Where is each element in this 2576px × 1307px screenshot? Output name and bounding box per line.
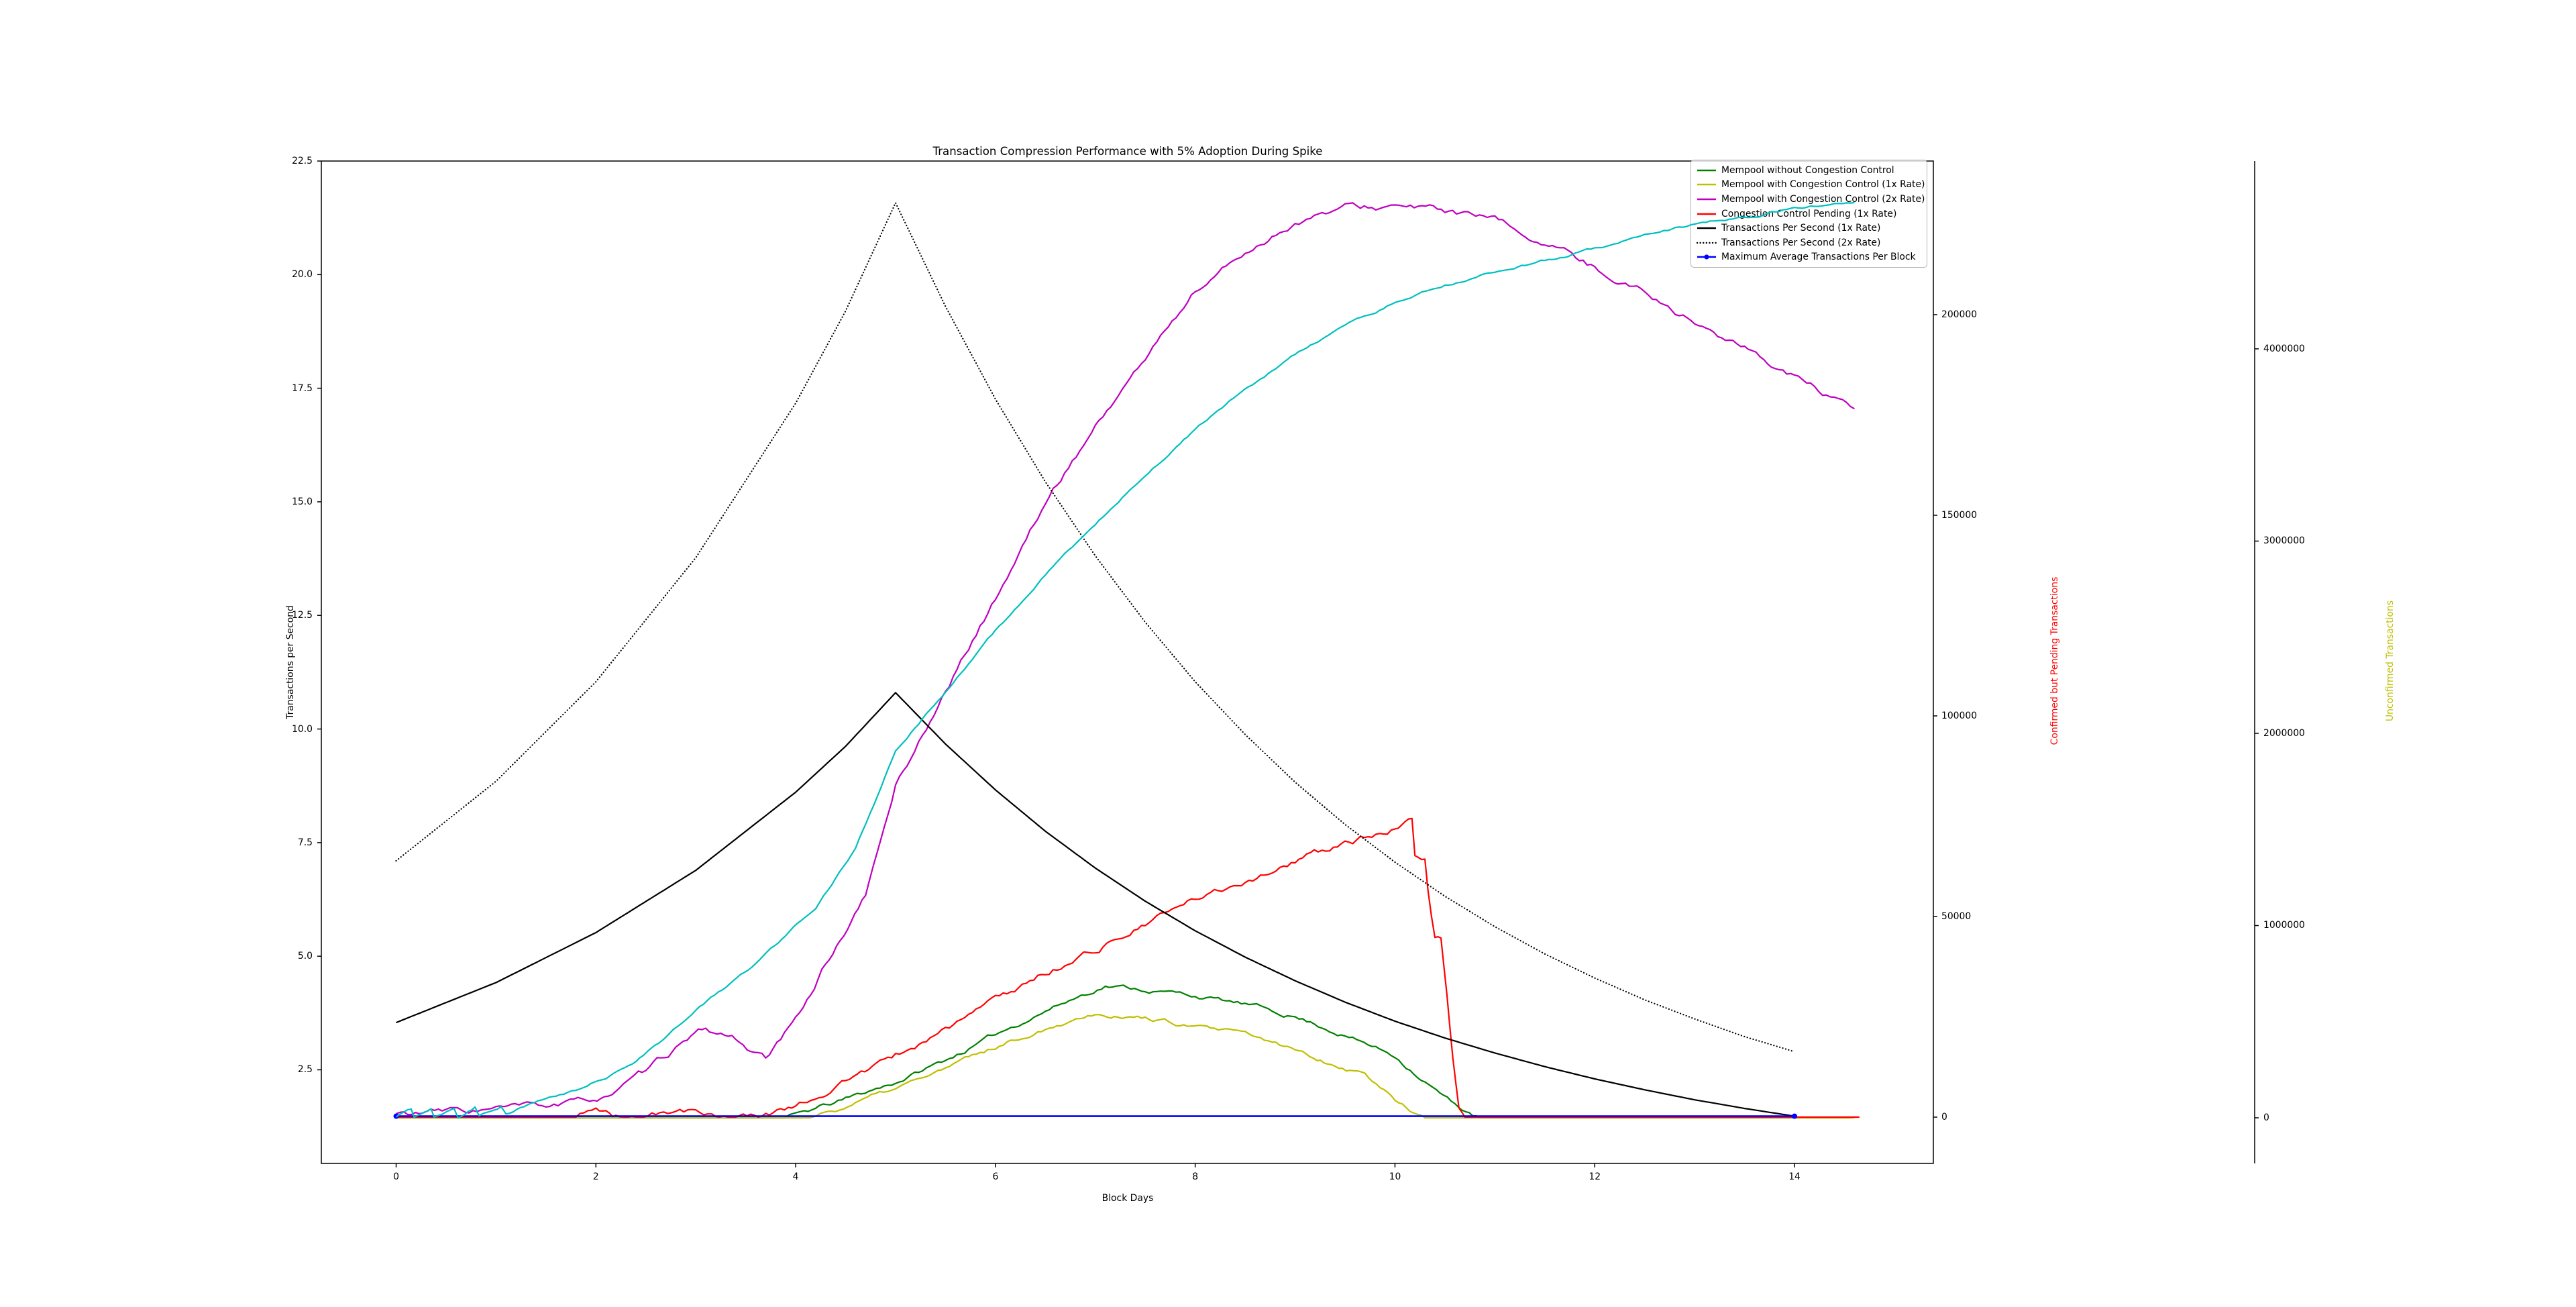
y-left-tick-label: 22.5 — [292, 156, 313, 166]
y-right-pending-tick-label: 0 — [1941, 1112, 1947, 1122]
legend-item-3: Congestion Control Pending (1x Rate) — [1697, 207, 1921, 221]
series-transactions-per-second-1x — [396, 692, 1795, 1117]
series-mempool-with-congestion-control-2x — [396, 202, 1855, 1116]
y-left-tick-label: 15.0 — [292, 496, 313, 507]
legend-line-sample — [1697, 227, 1716, 229]
y-left-tick-label: 5.0 — [297, 951, 313, 962]
y-right-pending-tick-label: 50000 — [1941, 911, 1972, 922]
x-tick-label: 10 — [1389, 1171, 1401, 1182]
y-right-unconfirmed-tick-label: 2000000 — [2263, 727, 2305, 739]
legend-line-sample — [1697, 242, 1717, 244]
series-maximum-average-transactions-per-block-marker — [1792, 1113, 1798, 1119]
legend-item-5: Transactions Per Second (2x Rate) — [1697, 236, 1921, 250]
legend-item-0: Mempool without Congestion Control — [1697, 163, 1921, 178]
legend-item-2: Mempool with Congestion Control (2x Rate… — [1697, 192, 1925, 207]
y-right-unconfirmed-tick-label: 0 — [2263, 1112, 2269, 1123]
legend-item-label: Transactions Per Second (1x Rate) — [1721, 223, 1881, 234]
x-tick-label: 6 — [992, 1171, 999, 1182]
y-right-unconfirmed-tick-label: 3000000 — [2263, 535, 2305, 547]
legend-line-sample — [1697, 184, 1716, 186]
legend-line-sample — [1697, 169, 1716, 171]
y-left-tick-label: 17.5 — [292, 382, 313, 394]
legend-line-sample — [1697, 254, 1716, 260]
y-left-tick-label: 7.5 — [297, 837, 313, 848]
legend-item-4: Transactions Per Second (1x Rate) — [1697, 221, 1921, 236]
series-unlabeled-cyan-line — [395, 201, 1855, 1119]
y-right-pending-tick-label: 150000 — [1941, 509, 1978, 521]
y-left-tick-label: 20.0 — [292, 269, 313, 280]
x-tick-label: 4 — [792, 1171, 799, 1182]
y-right-unconfirmed-tick-label: 1000000 — [2263, 920, 2305, 931]
chart-title: Transaction Compression Performance with… — [932, 145, 1323, 158]
x-tick-label: 2 — [592, 1171, 599, 1182]
y-left-tick-label: 12.5 — [292, 610, 313, 621]
legend-item-label: Mempool with Congestion Control (1x Rate… — [1721, 179, 1925, 191]
legend-item-label: Congestion Control Pending (1x Rate) — [1721, 208, 1897, 219]
legend-item-6: Maximum Average Transactions Per Block — [1697, 250, 1921, 265]
y-right-pending-tick-label: 100000 — [1941, 711, 1978, 721]
y-right-unconfirmed-tick-label: 4000000 — [2263, 343, 2305, 354]
legend-item-label: Transactions Per Second (2x Rate) — [1721, 237, 1881, 248]
y-left-tick-label: 2.5 — [297, 1064, 313, 1076]
legend: Mempool without Congestion Control Mempoo… — [1690, 160, 1927, 268]
y-left-tick-label: 10.0 — [292, 723, 313, 735]
x-tick-label: 14 — [1788, 1171, 1801, 1182]
x-tick-label: 12 — [1589, 1171, 1601, 1182]
x-tick-label: 0 — [393, 1171, 399, 1182]
y-right-pending-tick-label: 200000 — [1941, 309, 1978, 320]
series-transactions-per-second-2x — [395, 202, 1796, 1053]
legend-item-label: Mempool without Congestion Control — [1721, 164, 1894, 176]
legend-item-1: Mempool with Congestion Control (1x Rate… — [1697, 178, 1925, 193]
legend-line-sample — [1697, 198, 1716, 201]
legend-item-label: Mempool with Congestion Control (2x Rate… — [1721, 193, 1925, 205]
x-tick-label: 8 — [1192, 1171, 1199, 1182]
legend-item-label: Maximum Average Transactions Per Block — [1721, 252, 1916, 263]
legend-line-sample — [1697, 213, 1716, 215]
x-axis-label: Block Days — [1102, 1193, 1154, 1204]
